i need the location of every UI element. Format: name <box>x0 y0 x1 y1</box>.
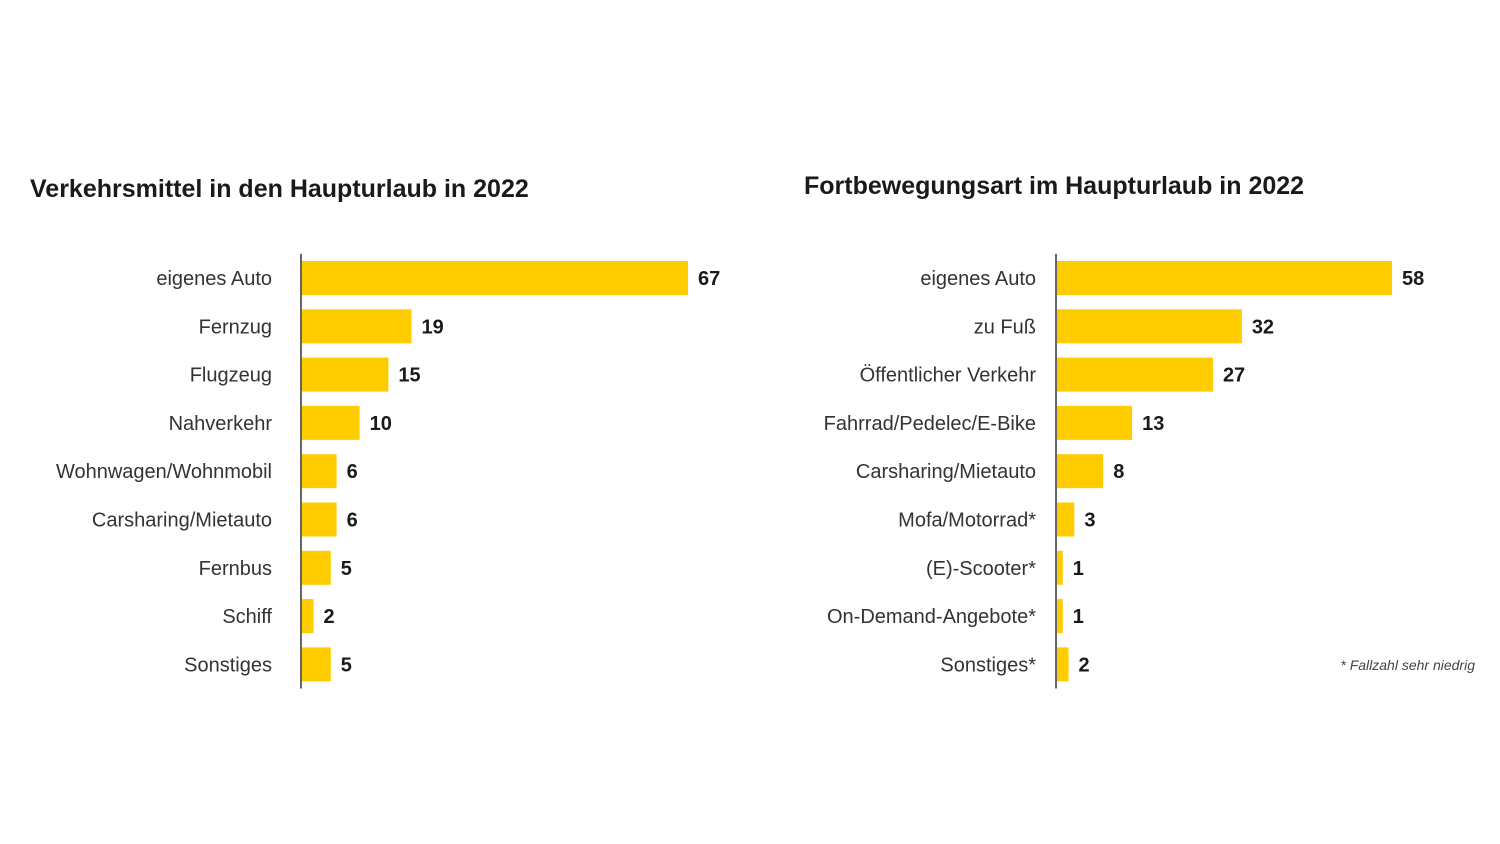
bar-1-2 <box>1057 357 1213 392</box>
category-label: Flugzeug <box>190 365 272 387</box>
category-label: Mofa/Motorrad* <box>898 510 1036 532</box>
chart-fortbewegungsart: Fortbewegungsart im Haupturlaub in 2022 … <box>804 172 1475 689</box>
value-label: 13 <box>1142 413 1164 435</box>
category-label: Fernbus <box>199 558 272 580</box>
category-label: Schiff <box>222 606 272 628</box>
value-label: 2 <box>1079 654 1090 676</box>
value-label: 19 <box>421 316 443 338</box>
value-label: 2 <box>324 606 335 628</box>
value-label: 3 <box>1084 510 1095 532</box>
category-label: Nahverkehr <box>169 413 273 435</box>
value-label: 6 <box>347 461 358 483</box>
footnote: * Fallzahl sehr niedrig <box>1340 657 1475 673</box>
bar-0-3 <box>302 405 360 440</box>
bar-1-8 <box>1057 647 1069 682</box>
value-label: 6 <box>347 510 358 532</box>
category-label: Carsharing/Mietauto <box>856 461 1036 483</box>
bar-0-6 <box>302 550 331 585</box>
value-label: 5 <box>341 558 352 580</box>
bar-0-1 <box>302 309 412 344</box>
chart-title-fortbewegungsart: Fortbewegungsart im Haupturlaub in 2022 <box>804 172 1304 200</box>
value-label: 58 <box>1402 268 1424 290</box>
category-label: Sonstiges* <box>940 654 1036 676</box>
value-label: 1 <box>1073 606 1084 628</box>
category-label: Fahrrad/Pedelec/E-Bike <box>824 413 1036 435</box>
category-label: Carsharing/Mietauto <box>92 510 272 532</box>
value-label: 32 <box>1252 316 1274 338</box>
bar-1-6 <box>1057 550 1063 585</box>
value-label: 67 <box>698 268 720 290</box>
bar-0-7 <box>302 599 314 634</box>
value-label: 15 <box>398 365 420 387</box>
category-label: (E)-Scooter* <box>926 558 1036 580</box>
bar-1-1 <box>1057 309 1242 344</box>
category-label: Öffentlicher Verkehr <box>860 365 1037 387</box>
category-label: eigenes Auto <box>156 268 272 290</box>
value-label: 10 <box>370 413 392 435</box>
category-label: eigenes Auto <box>920 268 1036 290</box>
bar-1-0 <box>1057 261 1392 295</box>
bar-0-8 <box>302 647 331 682</box>
value-label: 27 <box>1223 365 1245 387</box>
bar-1-3 <box>1057 405 1133 440</box>
bar-1-4 <box>1057 454 1104 489</box>
bar-0-2 <box>302 357 389 392</box>
category-label: On-Demand-Angebote* <box>827 606 1036 628</box>
category-label: Sonstiges <box>184 654 272 676</box>
bar-1-5 <box>1057 502 1075 537</box>
bar-0-4 <box>302 454 337 489</box>
category-label: zu Fuß <box>974 316 1036 338</box>
bar-0-0 <box>302 261 688 295</box>
bar-1-7 <box>1057 599 1063 634</box>
value-label: 1 <box>1073 558 1084 580</box>
category-label: Fernzug <box>199 316 272 338</box>
value-label: 8 <box>1113 461 1124 483</box>
bar-0-5 <box>302 502 337 537</box>
category-label: Wohnwagen/Wohnmobil <box>56 461 272 483</box>
value-label: 5 <box>341 654 352 676</box>
chart-title-verkehrsmittel: Verkehrsmittel in den Haupturlaub in 202… <box>30 175 529 203</box>
chart-verkehrsmittel: Verkehrsmittel in den Haupturlaub in 202… <box>30 175 720 689</box>
